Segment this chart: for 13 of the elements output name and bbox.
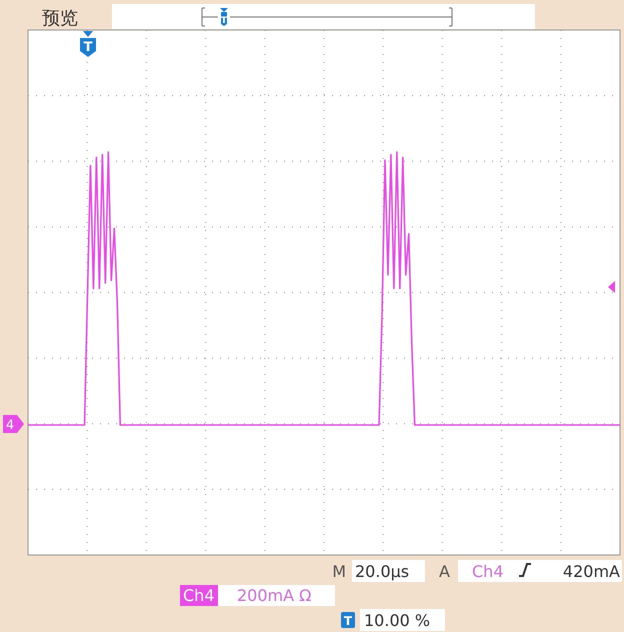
text: T <box>84 40 93 55</box>
text: A <box>439 562 450 581</box>
text: T <box>344 614 353 628</box>
text: 420mA <box>562 562 620 581</box>
text: 20.0µs <box>355 562 410 581</box>
text: 4 <box>6 418 14 433</box>
text: 200mA Ω <box>237 586 312 605</box>
text: 10.00 % <box>364 611 430 630</box>
text: Ch4 <box>183 586 214 605</box>
text: M <box>332 562 346 581</box>
text: T <box>220 16 228 26</box>
chart-title: 预览 <box>42 8 78 29</box>
text: Ch4 <box>472 562 504 581</box>
